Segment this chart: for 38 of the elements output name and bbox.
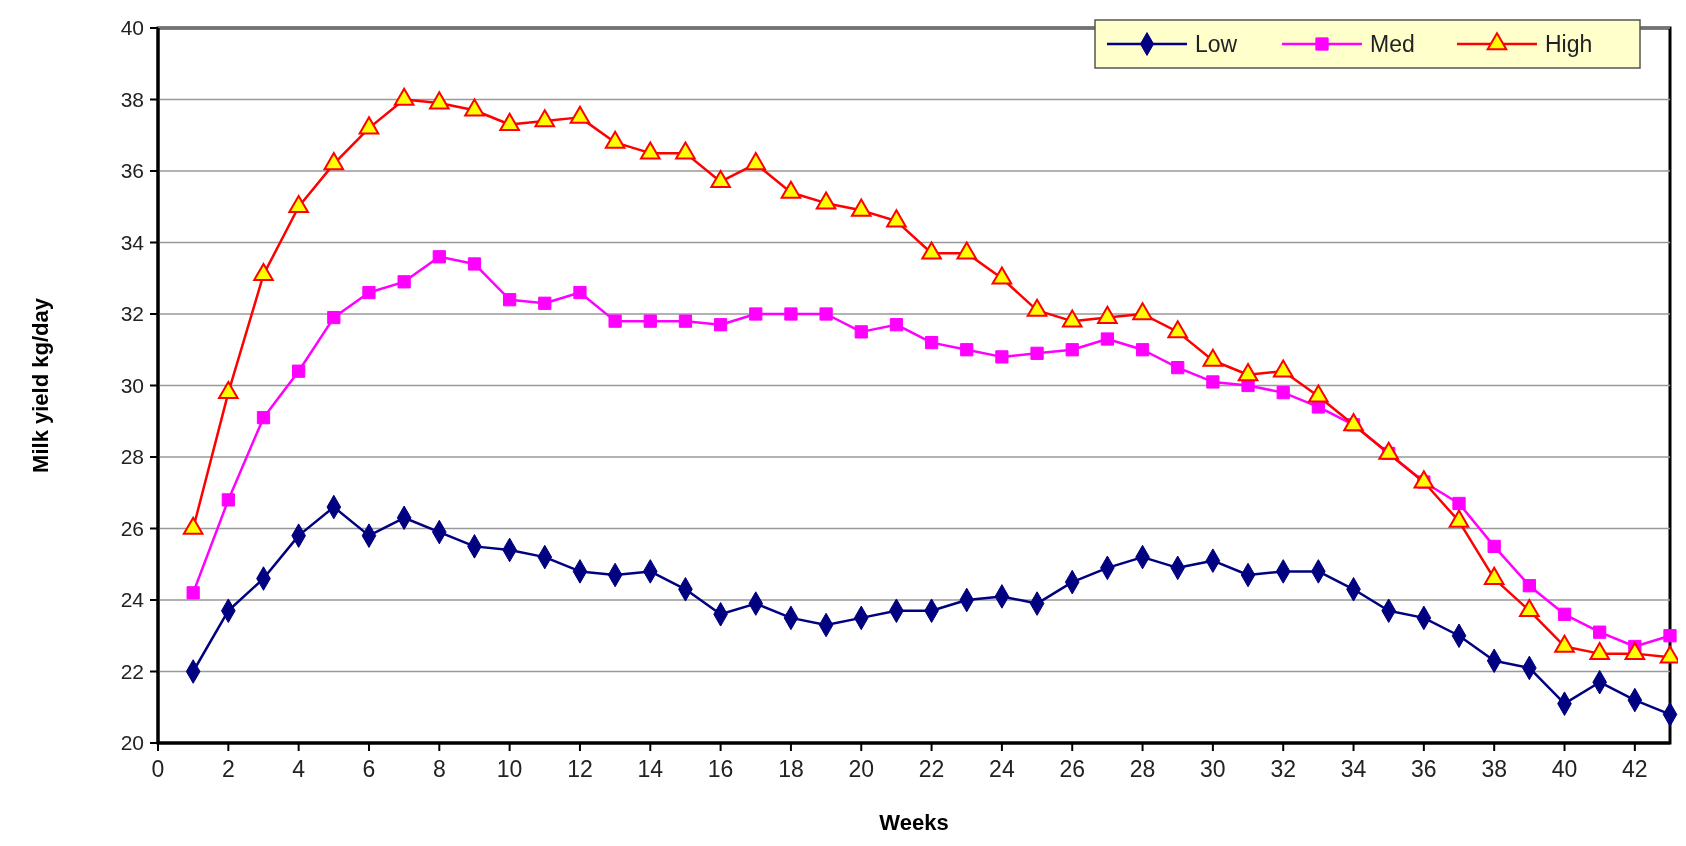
x-tick-label: 18 <box>778 756 804 782</box>
y-tick-label: 34 <box>120 230 145 254</box>
y-tick-label: 28 <box>120 445 144 469</box>
x-tick-label: 42 <box>1622 756 1648 782</box>
x-tick-label: 26 <box>1059 756 1086 782</box>
y-tick-label: 22 <box>120 659 144 683</box>
y-axis-title: Milk yield kg/day <box>28 297 53 473</box>
x-tick-label: 6 <box>362 756 376 782</box>
x-tick-label: 36 <box>1411 756 1437 782</box>
x-tick-label: 38 <box>1481 756 1507 782</box>
x-tick-label: 0 <box>151 756 165 782</box>
x-tick-label: 30 <box>1200 756 1226 782</box>
x-tick-label: 2 <box>221 756 235 782</box>
x-tick-label: 32 <box>1270 756 1297 782</box>
x-tick-label: 24 <box>989 756 1015 782</box>
y-tick-label: 30 <box>120 373 144 397</box>
y-tick-label: 20 <box>120 731 144 755</box>
x-tick-label: 34 <box>1340 756 1367 782</box>
x-tick-label: 22 <box>918 756 945 782</box>
y-tick-label: 32 <box>120 302 144 326</box>
legend-label: High <box>1545 31 1593 58</box>
y-tick-label: 36 <box>120 159 144 183</box>
legend-label: Med <box>1370 31 1415 58</box>
x-tick-label: 8 <box>432 756 446 782</box>
y-tick-label: 38 <box>120 87 144 111</box>
x-tick-label: 12 <box>567 756 593 782</box>
y-tick-label: 40 <box>120 16 144 40</box>
x-tick-label: 14 <box>637 756 664 782</box>
legend-label: Low <box>1195 31 1238 58</box>
x-tick-label: 28 <box>1129 756 1156 782</box>
x-tick-label: 10 <box>496 756 523 782</box>
x-tick-label: 20 <box>848 756 875 782</box>
x-axis-title: Weeks <box>879 810 949 835</box>
x-tick-label: 40 <box>1551 756 1578 782</box>
y-tick-label: 24 <box>120 588 145 612</box>
x-tick-label: 4 <box>292 756 306 782</box>
x-tick-label: 16 <box>707 756 734 782</box>
y-tick-label: 26 <box>120 516 144 540</box>
